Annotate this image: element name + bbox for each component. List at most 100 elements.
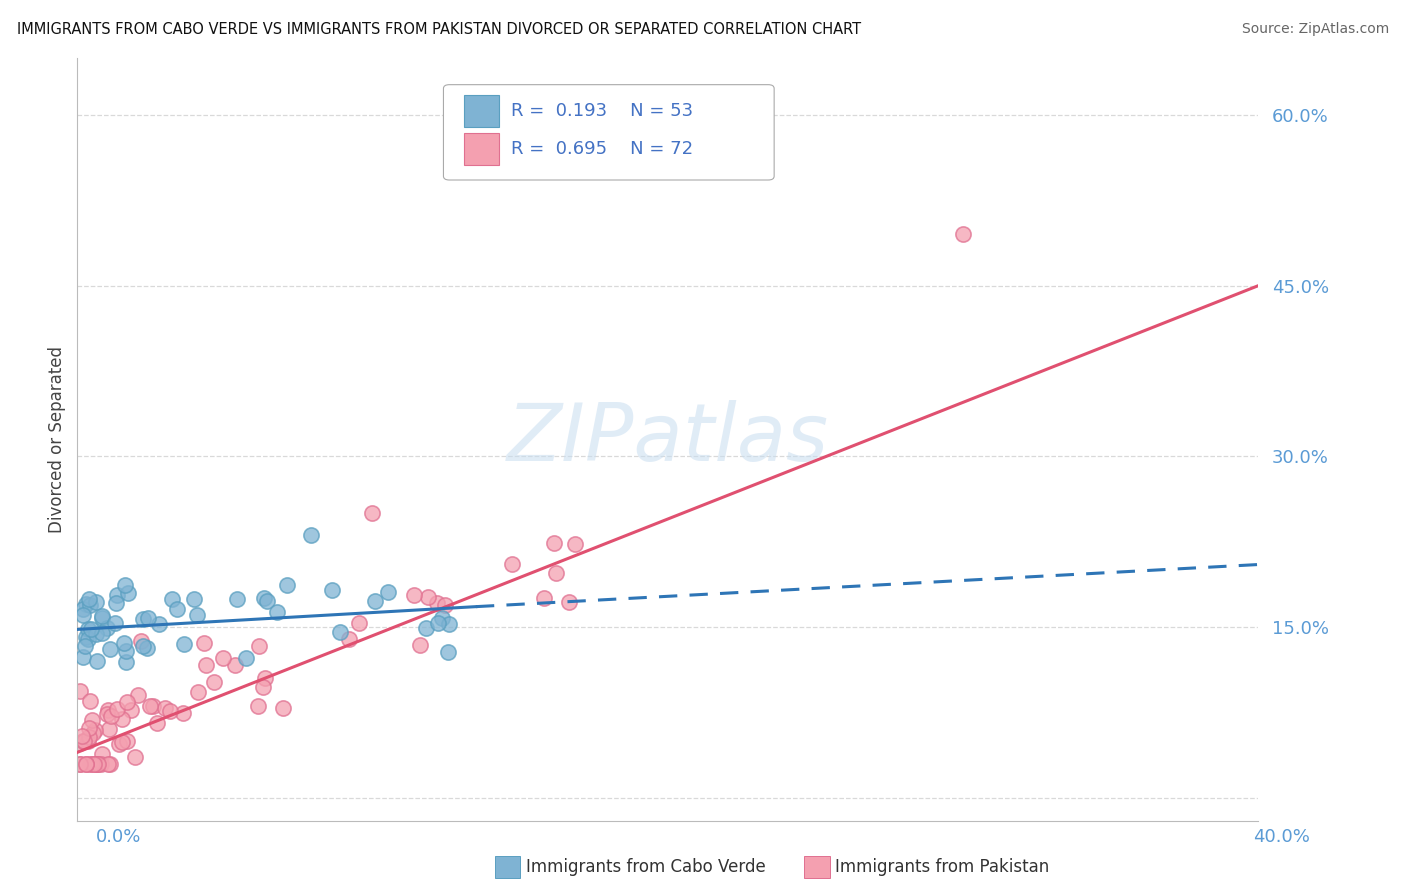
Point [83, 756, 105, 771]
Point [402, 588, 425, 602]
Point [79, 730, 101, 744]
Point [159, 704, 181, 718]
Point [952, 227, 974, 242]
Point [543, 536, 565, 550]
Point [142, 698, 165, 713]
Point [77, 733, 100, 747]
Point [558, 595, 581, 609]
Point [127, 688, 149, 702]
Point [83, 723, 105, 738]
Point [172, 706, 194, 720]
Text: R =  0.695    N = 72: R = 0.695 N = 72 [510, 140, 693, 158]
Point [364, 594, 387, 608]
Point [69, 756, 91, 771]
Point [69, 736, 91, 750]
Point [415, 621, 437, 635]
Point [79, 622, 101, 636]
Point [77, 622, 100, 636]
Point [117, 586, 139, 600]
Point [361, 506, 384, 520]
Point [426, 596, 449, 610]
Point [80, 756, 103, 771]
Point [79, 598, 101, 612]
Point [409, 638, 432, 652]
Point [111, 735, 134, 749]
Point [224, 657, 246, 672]
Point [84, 626, 107, 640]
Point [564, 537, 586, 551]
Point [72, 733, 94, 747]
Point [82, 726, 104, 740]
Point [111, 713, 134, 727]
Point [97, 756, 120, 771]
Point [96, 707, 118, 722]
Point [91, 626, 114, 640]
Point [204, 674, 226, 689]
Point [139, 698, 162, 713]
Point [72, 650, 94, 665]
Point [104, 615, 127, 630]
Point [120, 703, 142, 717]
Point [100, 709, 122, 723]
Point [91, 611, 114, 625]
Point [104, 596, 127, 610]
Point [256, 594, 278, 608]
Text: Source: ZipAtlas.com: Source: ZipAtlas.com [1241, 22, 1389, 37]
Point [84, 595, 107, 609]
Point [115, 734, 138, 748]
Point [98, 722, 121, 736]
Point [75, 597, 97, 611]
Point [439, 617, 461, 632]
FancyBboxPatch shape [464, 95, 499, 127]
Point [105, 702, 128, 716]
Point [146, 716, 169, 731]
Text: Immigrants from Cabo Verde: Immigrants from Cabo Verde [526, 858, 766, 876]
Point [98, 756, 121, 771]
Point [132, 639, 155, 653]
Point [76, 756, 98, 771]
Point [153, 701, 176, 715]
Point [97, 703, 120, 717]
Point [430, 611, 453, 625]
Point [105, 589, 128, 603]
Point [129, 633, 152, 648]
Point [266, 605, 288, 619]
Point [433, 599, 456, 613]
Point [544, 566, 567, 581]
Point [166, 602, 188, 616]
FancyBboxPatch shape [443, 85, 775, 180]
Point [339, 632, 361, 647]
Point [211, 651, 233, 665]
Point [416, 591, 439, 605]
Point [132, 612, 155, 626]
FancyBboxPatch shape [464, 133, 499, 165]
Point [136, 611, 159, 625]
Text: 40.0%: 40.0% [1254, 828, 1310, 846]
Point [329, 625, 352, 640]
Text: R =  0.193    N = 53: R = 0.193 N = 53 [510, 102, 693, 120]
Point [235, 651, 257, 665]
Point [69, 756, 91, 771]
Point [246, 698, 269, 713]
Point [72, 608, 94, 623]
Point [426, 616, 449, 631]
Point [72, 602, 94, 616]
Point [437, 645, 460, 659]
Text: Immigrants from Pakistan: Immigrants from Pakistan [835, 858, 1049, 876]
Point [98, 642, 121, 657]
Point [162, 592, 184, 607]
Point [124, 749, 146, 764]
Point [70, 729, 93, 743]
Point [77, 632, 100, 647]
Point [148, 617, 170, 632]
Point [252, 680, 274, 694]
Text: IMMIGRANTS FROM CABO VERDE VS IMMIGRANTS FROM PAKISTAN DIVORCED OR SEPARATED COR: IMMIGRANTS FROM CABO VERDE VS IMMIGRANTS… [17, 22, 860, 37]
Point [136, 640, 159, 655]
Point [86, 756, 108, 771]
Point [321, 582, 343, 597]
Point [115, 644, 138, 658]
Point [183, 591, 205, 606]
Point [75, 630, 97, 644]
Point [91, 747, 114, 762]
Point [226, 591, 249, 606]
